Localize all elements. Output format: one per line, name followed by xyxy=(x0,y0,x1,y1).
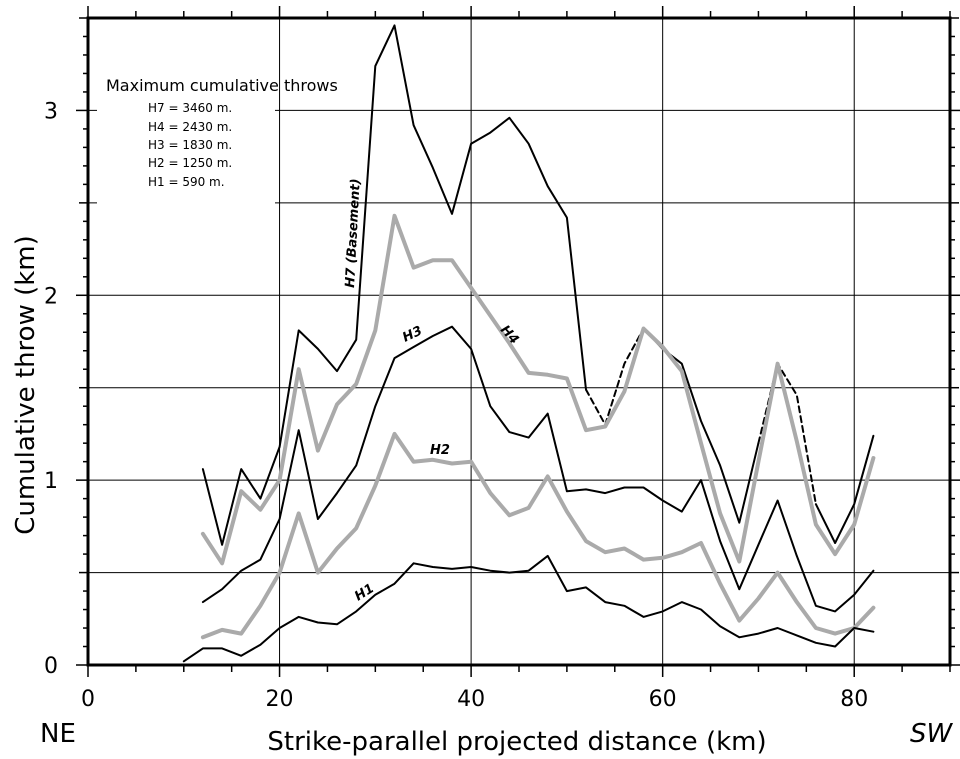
series-line-1 xyxy=(814,434,875,544)
curve-labels: H7 (Basement) H4 H3 H2 H1 xyxy=(343,178,522,604)
legend-item-h4: H4 = 2430 m. xyxy=(148,120,232,134)
x-tick-label: 80 xyxy=(840,687,868,712)
x-tick-label: 40 xyxy=(457,687,485,712)
curve-label-h4: H4 xyxy=(497,323,521,348)
y-tick-label: 0 xyxy=(44,654,58,679)
curve-label-h2: H2 xyxy=(430,443,450,458)
ne-label: NE xyxy=(40,719,76,749)
y-axis-title: Cumulative throw (km) xyxy=(11,235,41,535)
curve-label-h7: H7 (Basement) xyxy=(343,178,364,288)
y-tick-label: 3 xyxy=(44,99,58,124)
y-tick-label: 1 xyxy=(44,469,58,494)
y-tick-label: 2 xyxy=(44,284,58,309)
x-tick-label: 0 xyxy=(81,687,95,712)
legend-background xyxy=(97,68,275,211)
axis-labels: 0 20 40 60 80 0 1 2 3 xyxy=(44,99,868,712)
legend-item-h1: H1 = 590 m. xyxy=(148,175,225,189)
legend-item-h3: H3 = 1830 m. xyxy=(148,138,232,152)
legend: Maximum cumulative throws H7 = 3460 m. H… xyxy=(97,68,338,211)
x-axis-title: Strike-parallel projected distance (km) xyxy=(267,727,766,757)
plot-frame xyxy=(76,6,960,677)
curve-label-h1: H1 xyxy=(352,581,377,604)
legend-title: Maximum cumulative throws xyxy=(106,76,338,95)
x-tick-label: 20 xyxy=(266,687,294,712)
x-tick-label: 60 xyxy=(649,687,677,712)
series-line-4 xyxy=(200,431,876,640)
series-line-5 xyxy=(182,554,875,663)
sw-label: SW xyxy=(910,719,954,749)
series-line-1 xyxy=(642,327,760,524)
legend-item-h7: H7 = 3460 m. xyxy=(148,101,232,115)
series-line-2 xyxy=(200,213,876,566)
series-lines xyxy=(182,24,876,663)
series-line-3 xyxy=(201,325,875,613)
series-line-1 xyxy=(585,327,645,426)
series-line-1 xyxy=(201,24,587,546)
legend-item-h2: H2 = 1250 m. xyxy=(148,156,232,170)
